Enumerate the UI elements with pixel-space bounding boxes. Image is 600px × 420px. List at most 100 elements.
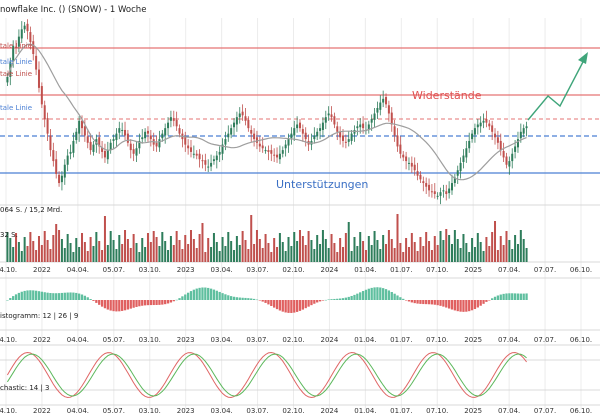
x-tick-label: 04.10.	[0, 336, 17, 344]
x-tick-label: 07.04.	[498, 336, 520, 344]
macd-bar	[89, 299, 92, 300]
macd-bar	[115, 300, 118, 312]
candle-body	[244, 116, 247, 121]
macd-bar	[439, 300, 442, 306]
volume-bar	[313, 249, 316, 262]
line-label-3: tale Linie	[0, 70, 32, 78]
volume-bar	[387, 230, 390, 262]
macd-bar	[60, 292, 64, 300]
candle-body	[17, 36, 20, 47]
candle-body	[471, 133, 474, 140]
candle-body	[126, 133, 129, 143]
macd-bar	[356, 293, 359, 300]
candle-body	[230, 128, 233, 135]
x-tick-label: 06.10.	[570, 266, 592, 274]
volume-bar	[479, 242, 482, 262]
candle-body	[442, 190, 445, 192]
volume-bar	[399, 243, 402, 262]
x-tick-label: 03.07.	[246, 266, 268, 274]
volume-bar	[92, 246, 95, 262]
candle-body	[508, 161, 511, 167]
candle-body	[167, 122, 170, 129]
macd-bar	[164, 300, 167, 305]
volume-bar	[89, 237, 92, 262]
volume-bar	[439, 231, 442, 262]
volume-bar	[126, 239, 129, 262]
macd-bar	[247, 298, 250, 300]
candle-body	[284, 144, 287, 149]
volume-bar	[382, 235, 385, 262]
candle-body	[290, 133, 293, 139]
candle-body	[270, 150, 273, 154]
x-tick-label: 03.07.	[246, 407, 268, 415]
volume-bar	[135, 243, 138, 262]
candle-body	[439, 192, 442, 196]
volume-bar	[390, 239, 393, 262]
volume-bar	[316, 235, 319, 262]
candle-body	[12, 45, 15, 61]
candle-body	[69, 151, 72, 154]
volume-bar	[407, 247, 410, 262]
candle-body	[164, 128, 167, 136]
volume-bar	[192, 239, 195, 262]
macd-bar	[66, 292, 69, 300]
macd-bar	[407, 300, 411, 302]
volume-bar	[221, 237, 224, 262]
volume-bar	[95, 232, 98, 262]
candle-body	[496, 137, 499, 143]
candle-body	[235, 117, 238, 125]
macd-bar	[146, 300, 150, 306]
candle-body	[32, 41, 35, 55]
macd-bar	[399, 297, 402, 300]
macd-bar	[232, 296, 236, 300]
macd-bar	[488, 300, 491, 301]
macd-bar	[195, 288, 198, 300]
candle-body	[233, 122, 236, 128]
macd-bar	[100, 300, 104, 307]
candle-body	[430, 191, 433, 193]
candle-body	[336, 126, 339, 132]
candle-body	[448, 188, 451, 194]
candle-body	[525, 126, 528, 129]
candle-body	[482, 120, 485, 123]
volume-bar	[244, 240, 247, 262]
volume-bar	[508, 240, 511, 262]
volume-bar	[66, 234, 69, 262]
candle-body	[6, 76, 9, 83]
macd-bar	[450, 300, 454, 310]
candle-body	[35, 55, 38, 70]
volume-bar	[330, 234, 333, 262]
macd-bar	[482, 300, 485, 304]
volume-bar	[6, 232, 9, 262]
candle-body	[81, 120, 84, 129]
volume-bar	[491, 232, 494, 262]
candle-body	[433, 191, 436, 195]
candle-body	[43, 105, 46, 119]
volume-bar	[496, 250, 499, 262]
candle-body	[502, 151, 505, 158]
candle-body	[175, 119, 178, 127]
macd-bar	[382, 288, 385, 300]
volume-bar	[195, 248, 198, 262]
volume-bar	[287, 237, 290, 262]
macd-bar	[34, 290, 38, 300]
candle-body	[428, 184, 431, 191]
candle-body	[304, 132, 307, 140]
macd-bar	[63, 292, 66, 300]
macd-bar	[519, 293, 522, 300]
candle-body	[135, 148, 138, 156]
volume-bar	[413, 242, 416, 262]
macd-bar	[470, 300, 474, 311]
volume-bar	[370, 245, 373, 262]
macd-bar	[98, 300, 101, 305]
volume-bar	[184, 235, 187, 262]
macd-bar	[422, 300, 425, 305]
x-tick-label: 07.04.	[498, 266, 520, 274]
macd-bar	[129, 300, 132, 309]
volume-bar	[385, 244, 388, 262]
volume-bar	[284, 251, 287, 262]
volume-bar	[462, 234, 465, 262]
x-axis: 04.10. 2022 04.04. 05.07. 03.10. 2023 03.04. 03…	[0, 266, 592, 415]
macd-bar	[384, 289, 388, 300]
